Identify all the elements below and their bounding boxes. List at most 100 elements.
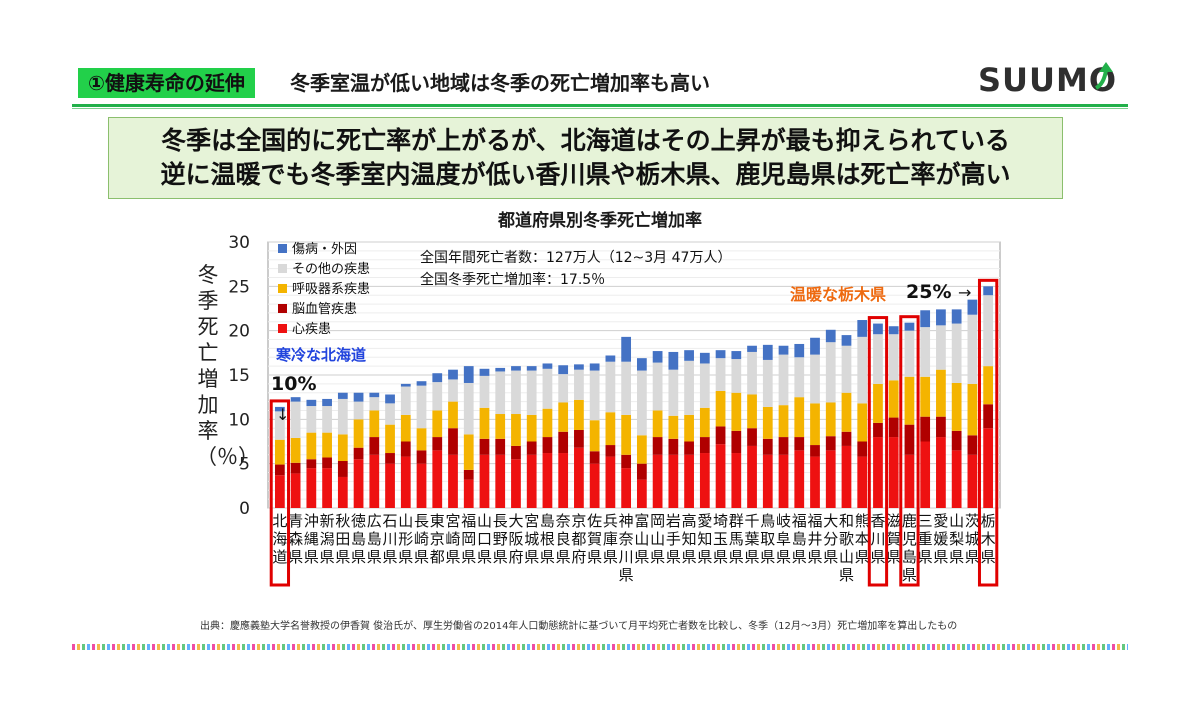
bar-segment — [337, 461, 348, 477]
bar-segment — [636, 435, 647, 464]
x-tick-label: 滋 — [886, 512, 901, 530]
x-tick-label: 島 — [792, 530, 807, 548]
x-tick-label: 岐 — [776, 512, 791, 530]
bar-segment — [353, 447, 364, 460]
x-tick-label: 府 — [508, 548, 523, 566]
bar-segment — [841, 431, 852, 446]
legend-label: 心疾患 — [292, 322, 331, 337]
x-tick-label: 重 — [918, 530, 933, 548]
bar-segment — [448, 379, 458, 402]
bar-segment — [322, 432, 332, 458]
x-tick-label: 福 — [461, 512, 476, 530]
bar-segment — [841, 445, 852, 508]
x-tick-label: 大 — [823, 512, 838, 530]
x-tick-label: 県 — [556, 548, 571, 566]
bar-segment — [589, 463, 600, 508]
x-tick-label: 大 — [508, 512, 523, 530]
bar-segment — [951, 450, 962, 508]
bar-segment — [306, 459, 317, 469]
bar-segment — [385, 403, 395, 425]
x-tick-label: 高 — [682, 512, 697, 530]
bar-segment — [416, 463, 427, 508]
bar-segment — [951, 323, 962, 383]
x-tick-label: 県 — [965, 548, 980, 566]
bar-segment — [936, 437, 946, 508]
bar-segment — [983, 286, 994, 296]
bar-segment — [432, 410, 443, 438]
annotation-right-arrow: → — [958, 283, 971, 302]
dotted-divider — [72, 644, 1128, 650]
bar-segment — [463, 469, 474, 480]
bar-segment — [306, 432, 317, 460]
annotation-warm: 温暖な栃木県 — [789, 285, 886, 304]
legend-label: 傷病・外因 — [292, 242, 357, 257]
x-tick-label: 県 — [367, 548, 382, 566]
highlight-box — [269, 399, 291, 587]
bar-segment — [794, 437, 805, 451]
bar-segment — [385, 463, 395, 508]
bar-segment — [589, 363, 600, 371]
bar-segment — [574, 447, 584, 508]
bar-segment — [936, 369, 946, 417]
x-tick-label: 庫 — [603, 530, 618, 548]
bar-segment — [558, 402, 569, 432]
bar-segment — [857, 336, 868, 404]
bar-segment — [511, 445, 521, 460]
bar-segment — [715, 390, 726, 427]
bar-segment — [873, 334, 883, 384]
bar-segment — [825, 342, 836, 403]
x-tick-label: 海 — [272, 530, 287, 548]
bar-segment — [621, 454, 632, 469]
bar-segment — [322, 468, 332, 508]
bar-segment — [432, 437, 443, 451]
bar-segment — [920, 327, 931, 377]
x-tick-label: 山 — [477, 512, 492, 530]
bar-segment — [920, 416, 931, 442]
x-tick-label: 崎 — [445, 530, 460, 548]
x-tick-label: 葉 — [745, 530, 760, 548]
bar-segment — [558, 374, 569, 403]
x-tick-label: 知 — [697, 530, 712, 548]
bar-segment — [542, 437, 553, 454]
bar-segment — [479, 375, 490, 408]
bar-segment — [904, 454, 915, 508]
legend-swatch — [278, 304, 287, 313]
bar-segment — [495, 414, 506, 439]
y-tick-label: 0 — [239, 499, 250, 519]
page-subtitle: 冬季室温が低い地域は冬季の死亡増加率も高い — [290, 71, 710, 95]
legend-swatch — [278, 244, 287, 253]
bar-segment — [762, 454, 773, 508]
bar-segment — [463, 366, 474, 383]
x-tick-label: 縄 — [304, 530, 319, 548]
bar-segment — [951, 430, 962, 451]
bar-segment — [731, 392, 742, 431]
bar-segment — [526, 414, 537, 442]
bar-segment — [967, 314, 978, 384]
x-tick-label: 川 — [619, 548, 634, 566]
x-tick-label: 県 — [760, 548, 775, 566]
bar-segment — [873, 422, 883, 438]
bar-segment — [274, 439, 285, 465]
highlight-box — [899, 315, 920, 587]
bar-segment — [605, 445, 616, 457]
y-tick-label: 15 — [228, 366, 250, 386]
bar-segment — [479, 454, 490, 508]
bar-segment — [888, 326, 899, 335]
x-tick-label: 三 — [918, 512, 933, 530]
x-tick-label: 県 — [524, 548, 539, 566]
bar-segment — [810, 456, 820, 508]
bar-segment — [574, 429, 584, 448]
bar-segment — [699, 352, 710, 364]
bar-segment — [400, 441, 411, 457]
bar-segment — [684, 414, 694, 442]
x-tick-label: 奈 — [556, 512, 571, 530]
x-tick-label: 取 — [760, 530, 775, 548]
x-tick-label: 分 — [823, 530, 838, 548]
bar-segment — [684, 360, 694, 415]
y-tick-label: 5 — [239, 455, 250, 475]
x-tick-label: 沖 — [304, 512, 319, 530]
x-tick-label: 新 — [320, 512, 335, 530]
highlight-box — [977, 278, 999, 587]
x-tick-label: 県 — [823, 548, 838, 566]
bar-segment — [652, 454, 663, 508]
